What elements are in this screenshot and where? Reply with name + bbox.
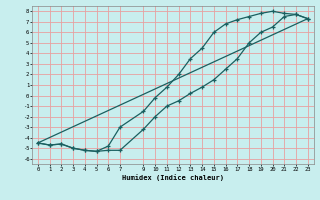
X-axis label: Humidex (Indice chaleur): Humidex (Indice chaleur) [122,175,224,181]
